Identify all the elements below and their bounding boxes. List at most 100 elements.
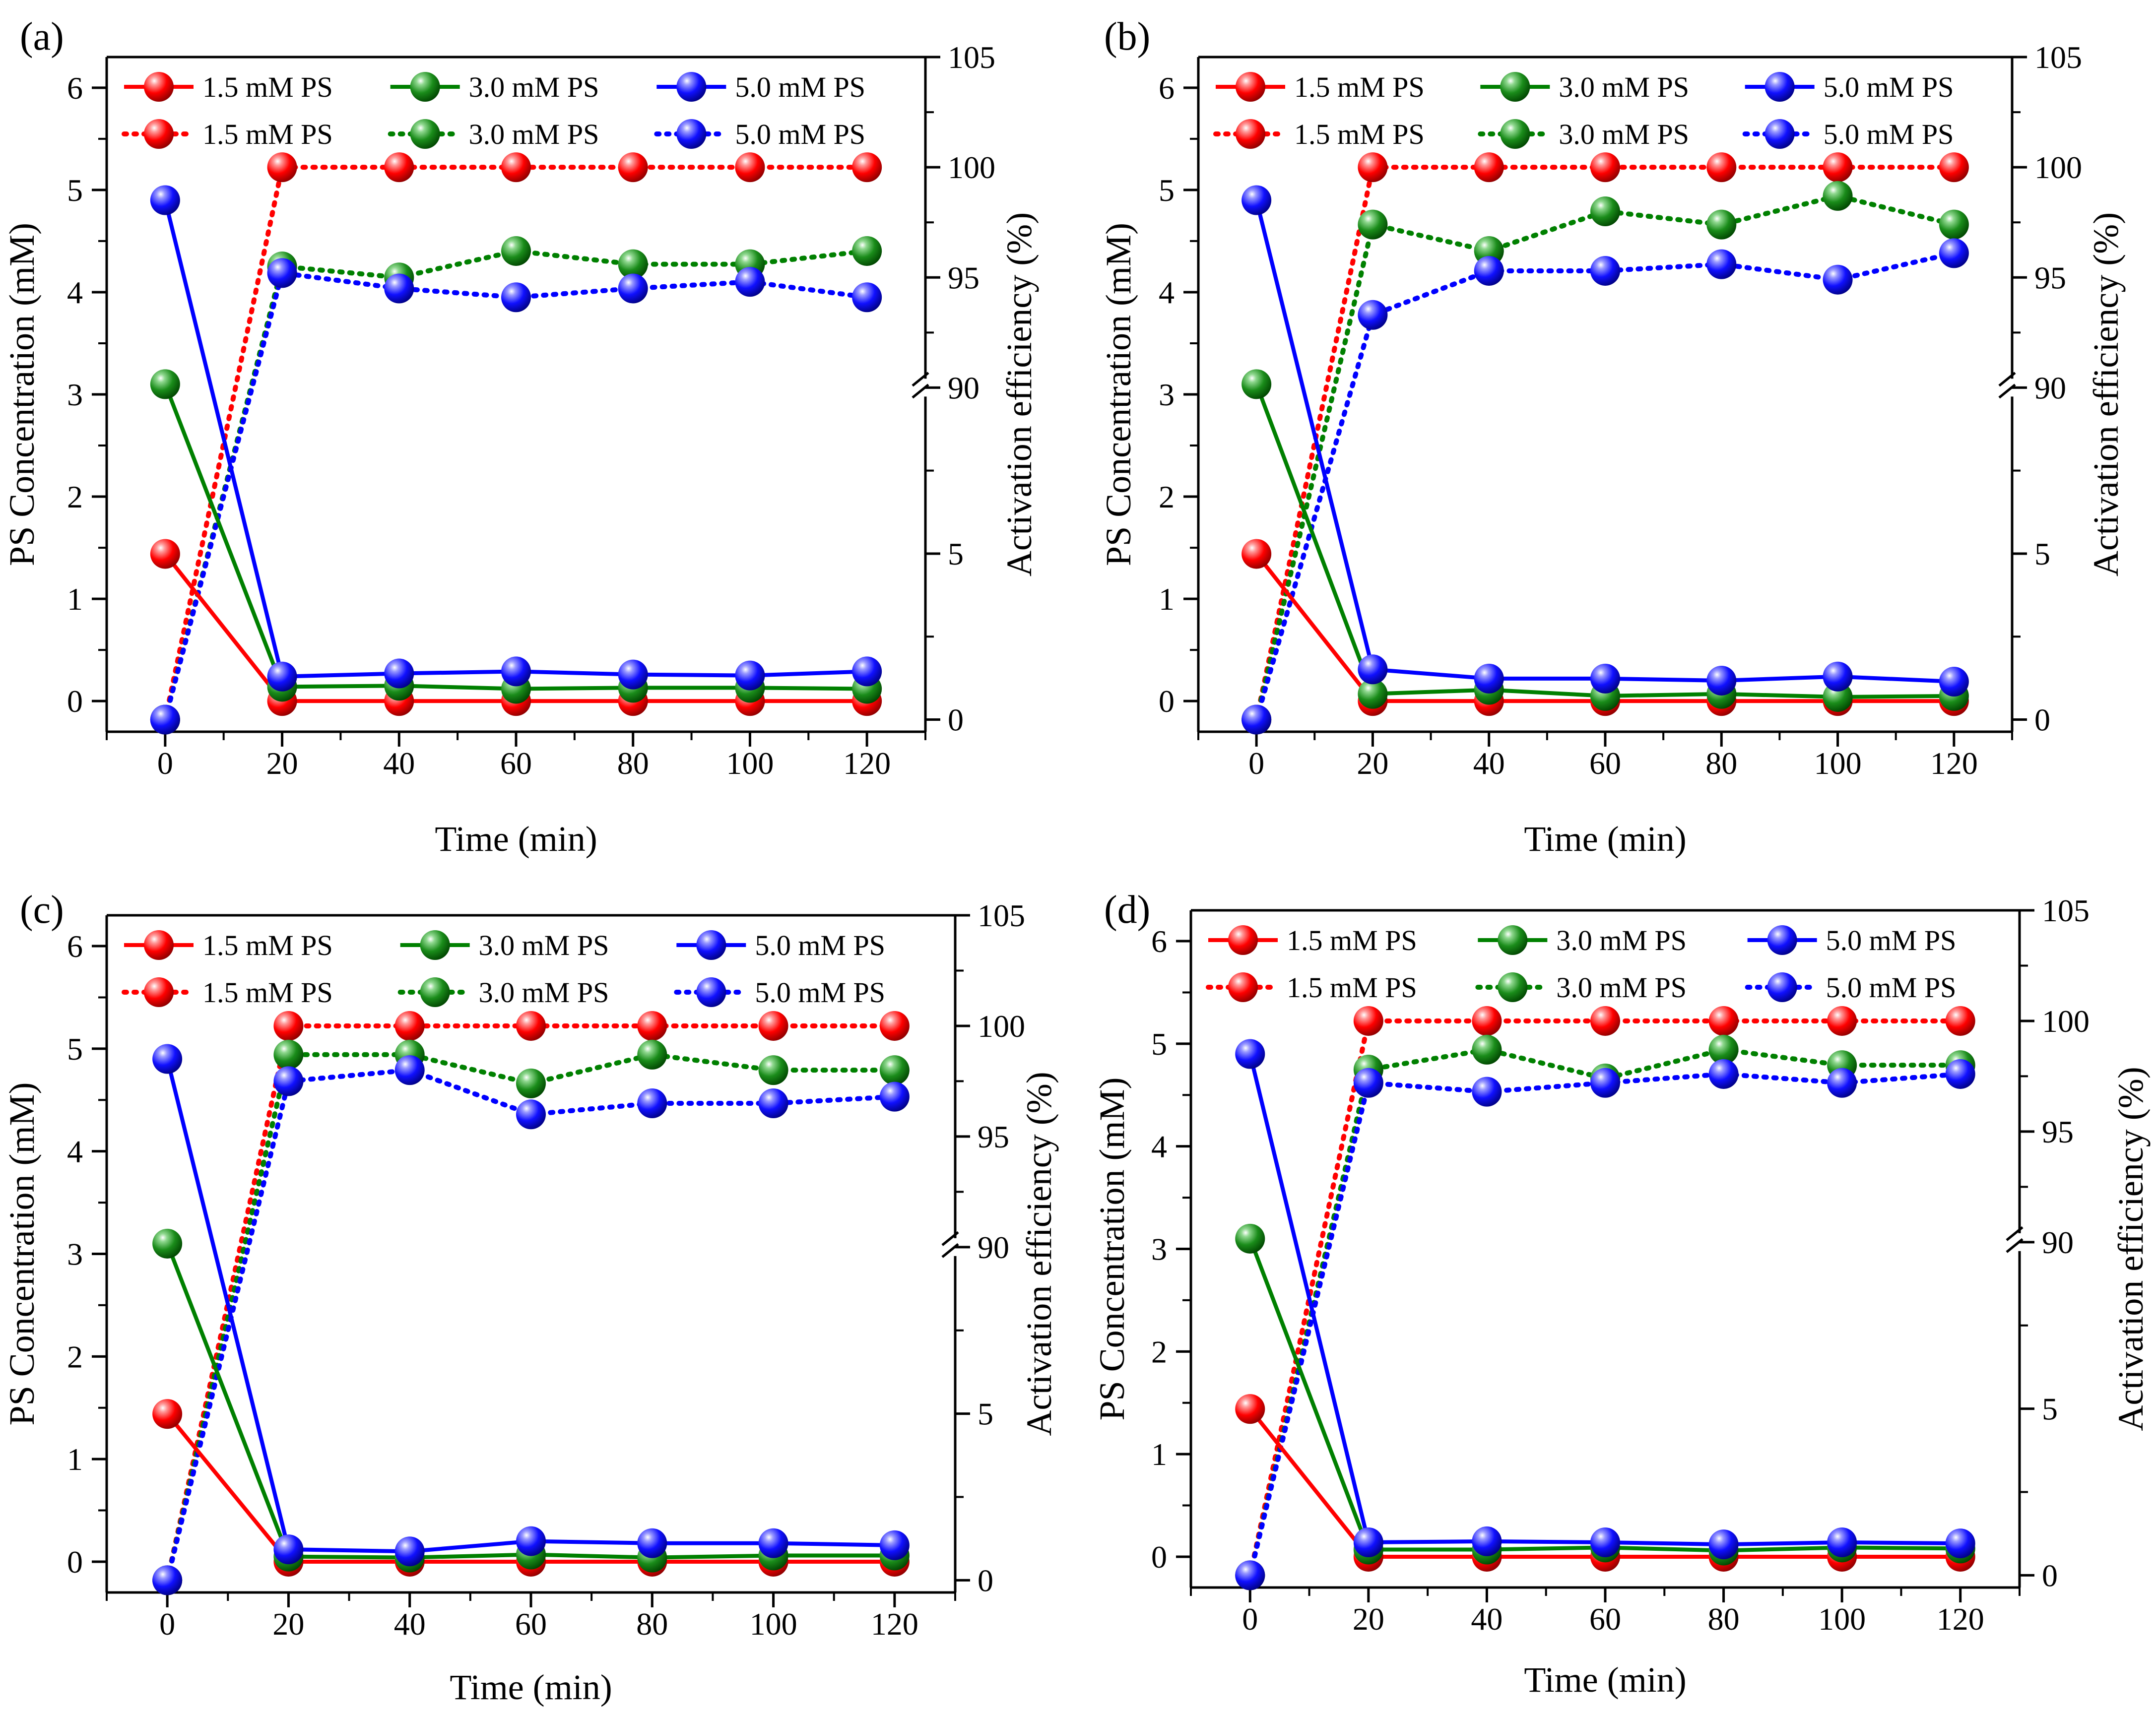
efficiency-point-red: [618, 152, 648, 183]
concentration-point-blue: [1708, 1529, 1739, 1560]
legend-label: 1.5 mM PS: [202, 929, 333, 961]
efficiency-point-blue: [618, 273, 648, 304]
y-left-tick-label: 5: [67, 173, 83, 208]
x-tick-label: 120: [1930, 746, 1978, 781]
legend-marker: [410, 119, 440, 149]
efficiency-point-blue: [1708, 1059, 1739, 1089]
x-tick-label: 0: [1248, 746, 1264, 781]
efficiency-point-blue: [150, 704, 180, 735]
concentration-point-blue: [150, 185, 180, 215]
concentration-series-line-green: [165, 1243, 895, 1560]
efficiency-point-blue: [1241, 704, 1272, 735]
efficiency-point-green: [618, 249, 648, 279]
y-right-tick-label: 5: [978, 1397, 993, 1432]
concentration-point-blue: [516, 1526, 546, 1556]
y-right-tick-label: 95: [2042, 1114, 2074, 1149]
y-right-tick-label: 5: [2034, 536, 2050, 572]
x-tick-label: 100: [726, 746, 774, 781]
y-left-tick-label: 4: [67, 1134, 83, 1169]
efficiency-point-red: [1827, 1006, 1857, 1036]
axis-break-mark: [1998, 372, 2016, 387]
concentration-point-blue: [1353, 1527, 1383, 1557]
legend-marker: [144, 72, 174, 102]
y-left-tick-label: 0: [1151, 1539, 1167, 1575]
y-right-tick-label: 5: [948, 536, 964, 572]
efficiency-point-green: [852, 236, 882, 266]
y-left-tick-label: 0: [67, 1544, 83, 1580]
x-tick-label: 60: [515, 1606, 547, 1642]
efficiency-point-blue: [384, 273, 414, 304]
efficiency-point-red: [1472, 1006, 1502, 1036]
y-left-tick-label: 6: [67, 929, 83, 964]
efficiency-point-green: [1358, 209, 1388, 240]
legend-label: 5.0 mM PS: [735, 118, 865, 150]
legend-label: 3.0 mM PS: [1556, 924, 1687, 956]
y-left-tick-label: 2: [67, 479, 83, 514]
x-tick-label: 60: [500, 746, 532, 781]
efficiency-point-red: [1353, 1006, 1383, 1036]
concentration-point-blue: [618, 659, 648, 690]
concentration-point-blue: [384, 658, 414, 689]
efficiency-point-red: [758, 1011, 788, 1041]
efficiency-point-blue: [1827, 1068, 1857, 1098]
x-tick-label: 60: [1589, 746, 1621, 781]
legend-label: 1.5 mM PS: [202, 976, 333, 1009]
y-left-tick-label: 1: [1151, 1437, 1167, 1472]
efficiency-point-blue: [501, 282, 531, 313]
x-tick-label: 80: [636, 1606, 668, 1642]
y-right-tick-label: 95: [978, 1119, 1009, 1154]
y-left-tick-label: 2: [1159, 479, 1175, 514]
legend-marker: [144, 930, 174, 960]
efficiency-point-blue: [1235, 1560, 1265, 1590]
concentration-point-blue: [1590, 1527, 1620, 1557]
efficiency-point-red: [267, 152, 297, 183]
x-tick-label: 40: [1471, 1601, 1503, 1637]
efficiency-point-red: [384, 152, 414, 183]
efficiency-point-green: [1708, 1034, 1739, 1065]
x-tick-label: 80: [1705, 746, 1737, 781]
efficiency-point-red: [1945, 1006, 1975, 1036]
efficiency-point-red: [1474, 152, 1504, 183]
y-left-tick-label: 4: [1159, 275, 1175, 310]
legend-label: 1.5 mM PS: [202, 71, 333, 103]
efficiency-point-red: [1823, 152, 1853, 183]
legend: 1.5 mM PS 3.0 mM PS 5.0 mM PS 1.5 mM PS 3.0 …: [122, 929, 885, 1009]
panel-label: (b): [1104, 15, 1150, 59]
efficiency-point-blue: [1353, 1068, 1383, 1098]
efficiency-point-green: [758, 1055, 788, 1085]
x-tick-label: 80: [617, 746, 649, 781]
efficiency-point-red: [1708, 1006, 1739, 1036]
legend-marker: [144, 977, 174, 1007]
efficiency-point-blue: [758, 1088, 788, 1119]
efficiency-point-red: [852, 152, 882, 183]
efficiency-point-red: [1358, 152, 1388, 183]
concentration-series-line-green: [1248, 1238, 1960, 1553]
efficiency-point-red: [1706, 152, 1737, 183]
concentration-point-green: [1235, 1223, 1265, 1254]
x-tick-label: 40: [394, 1606, 426, 1642]
concentration-point-blue: [394, 1536, 425, 1567]
efficiency-point-blue: [1590, 255, 1620, 286]
y-left-tick-label: 3: [1159, 377, 1175, 412]
y-right-tick-label: 0: [2034, 702, 2050, 738]
x-tick-label: 100: [750, 1606, 797, 1642]
legend-marker: [144, 119, 174, 149]
legend-label: 5.0 mM PS: [755, 929, 885, 961]
concentration-point-green: [1241, 369, 1272, 399]
axis-break-mark: [2006, 1226, 2024, 1241]
legend: 1.5 mM PS 3.0 mM PS 5.0 mM PS 1.5 mM PS 3.0 …: [1206, 924, 1956, 1004]
y-right-tick-label: 0: [2042, 1558, 2058, 1593]
x-tick-label: 0: [1242, 1601, 1258, 1637]
concentration-point-blue: [1474, 663, 1504, 694]
efficiency-point-blue: [267, 258, 297, 288]
concentration-point-blue: [152, 1044, 183, 1074]
legend-marker: [420, 930, 450, 960]
concentration-series-line-green: [1254, 383, 1954, 699]
x-tick-label: 40: [1473, 746, 1505, 781]
efficiency-point-green: [1706, 209, 1737, 240]
y-left-tick-label: 1: [67, 581, 83, 617]
legend-label: 5.0 mM PS: [1824, 71, 1954, 103]
legend-marker: [1228, 972, 1258, 1002]
efficiency-point-green: [1939, 209, 1969, 240]
y-left-axis-title: PS Concentration (mM): [2, 1082, 42, 1426]
